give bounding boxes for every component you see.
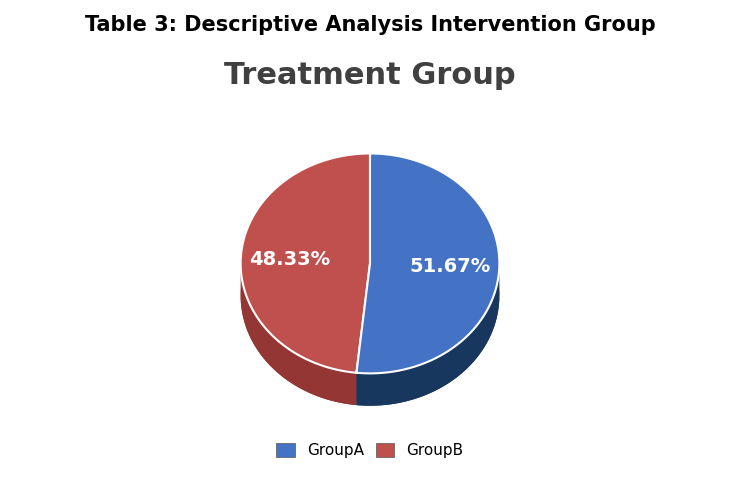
Polygon shape: [240, 153, 370, 373]
Text: 51.67%: 51.67%: [409, 258, 491, 276]
Text: Treatment Group: Treatment Group: [224, 61, 516, 90]
Text: Table 3: Descriptive Analysis Intervention Group: Table 3: Descriptive Analysis Interventi…: [84, 15, 656, 35]
Polygon shape: [357, 264, 500, 406]
Polygon shape: [240, 264, 357, 405]
Polygon shape: [240, 186, 370, 405]
Text: 48.33%: 48.33%: [249, 250, 331, 270]
Polygon shape: [357, 153, 500, 373]
Polygon shape: [357, 186, 500, 406]
Legend: GroupA, GroupB: GroupA, GroupB: [272, 439, 468, 463]
